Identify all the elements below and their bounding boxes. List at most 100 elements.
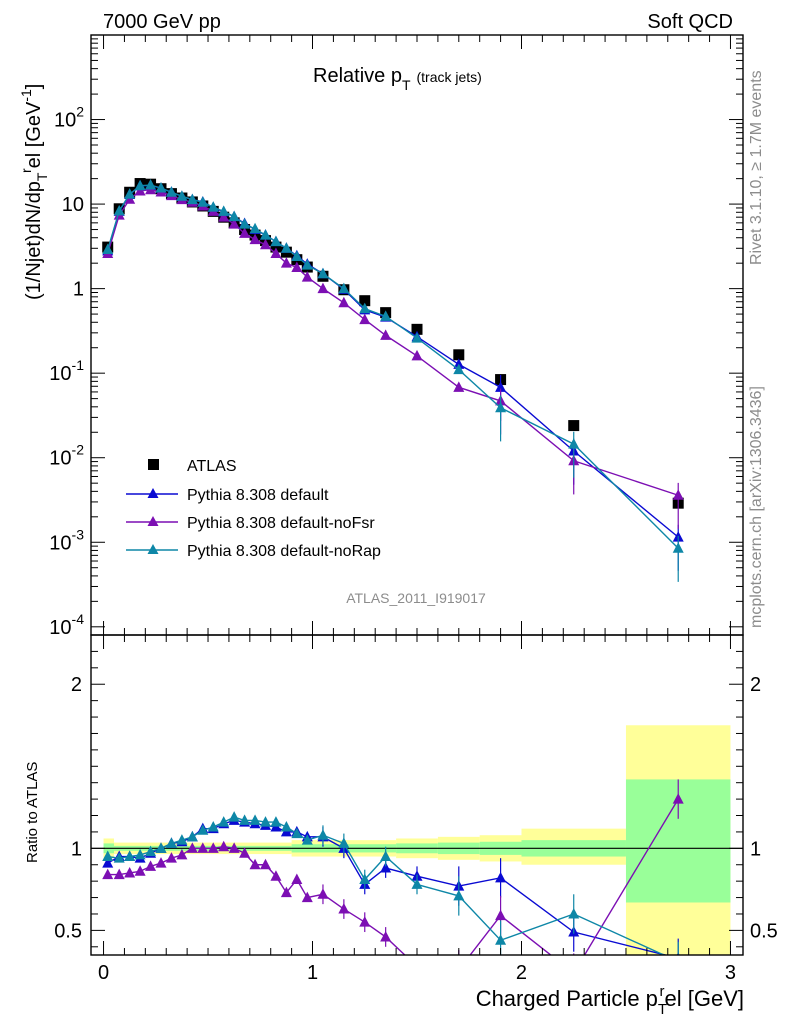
main-ytick-label-exp: 2 xyxy=(76,104,84,120)
main-ylabel-close: ] xyxy=(23,84,45,90)
noFsr-ratio-point-28 xyxy=(672,793,684,804)
noRap-point-2 xyxy=(124,188,136,199)
atlas-point-24 xyxy=(411,323,423,335)
main-ytick-label-base: 1 xyxy=(73,279,84,301)
noRap-ratio-point-21 xyxy=(338,837,350,848)
noRap-point-23 xyxy=(380,310,392,321)
noFsr-line xyxy=(107,188,679,496)
legend-entry-atlas: ATLAS xyxy=(148,458,237,475)
noRap-ratio-point-3 xyxy=(134,848,146,860)
noFsr-ratio-point-21 xyxy=(338,903,350,914)
noRap-point-6 xyxy=(165,186,177,197)
default-point-25 xyxy=(453,358,465,369)
main-ytick-label-exp: -1 xyxy=(72,357,85,373)
noFsr-ratio-point-24 xyxy=(412,960,423,971)
noFsr-ratio-point-4 xyxy=(145,860,157,871)
noRap-ratio-point-1 xyxy=(113,852,125,863)
noRap-point-21 xyxy=(338,282,350,294)
noRap-point-10 xyxy=(207,201,219,212)
xlabel-sub: T xyxy=(658,1001,667,1018)
main-ytick-label-3: 10-1 xyxy=(49,357,84,385)
noFsr-point-13 xyxy=(239,227,251,238)
side-label-top: Rivet 3.1.10, ≥ 1.7M events xyxy=(748,70,765,265)
noFsr-ratio-point-11 xyxy=(218,840,230,852)
default-point-26 xyxy=(495,381,507,392)
main-ylabel-main: (1/Njet)dN/dp xyxy=(23,181,45,300)
noRap-point-8 xyxy=(186,193,198,205)
noRap-ratio-point-10 xyxy=(207,821,219,832)
noRap-ratio-point-22 xyxy=(359,873,371,885)
ratio-ytick-label-right-0: 0.5 xyxy=(750,920,778,942)
atlas-point-16 xyxy=(270,241,282,253)
noFsr-point-24 xyxy=(411,349,423,361)
noFsr-ratio-point-13 xyxy=(239,847,251,858)
noFsr-ratio-point-19 xyxy=(301,891,313,903)
noRap-ratio-point-2 xyxy=(124,850,136,862)
noFsr-ratio-point-22 xyxy=(359,916,371,927)
noFsr-ratio-point-3 xyxy=(134,865,146,876)
noFsr-ratio-point-25 xyxy=(453,964,464,975)
plot-title-extra: (track jets) xyxy=(417,69,482,85)
noRap-ratio-point-9 xyxy=(197,824,209,835)
noRap-point-25 xyxy=(453,363,465,375)
legend-entry-nofsr: Pythia 8.308 default-noFsr xyxy=(126,515,375,532)
noRap-point-12 xyxy=(228,210,240,222)
noFsr-point-17 xyxy=(280,257,292,268)
noRap-point-14 xyxy=(249,222,261,234)
xtick-label-3: 3 xyxy=(725,962,736,984)
noFsr-point-21 xyxy=(338,296,350,308)
noFsr-ratio-point-8 xyxy=(186,842,198,853)
noFsr-point-28 xyxy=(672,489,684,500)
noFsr-ratio-point-18 xyxy=(291,873,303,885)
noFsr-point-12 xyxy=(228,218,240,229)
noRap-point-0 xyxy=(102,243,114,255)
xlabel-sup: r xyxy=(660,983,665,1000)
main-ytick-label-5: 10 xyxy=(62,194,84,216)
noFsr-point-25 xyxy=(453,381,465,392)
noRap-ratio-point-0 xyxy=(102,850,114,862)
noFsr-ratio-point-10 xyxy=(207,842,219,853)
noRap-point-26 xyxy=(495,401,507,413)
noFsr-point-19 xyxy=(301,271,313,282)
noRap-point-3 xyxy=(134,179,146,191)
plot-title: Relative pT (track jets) xyxy=(313,65,482,93)
noFsr-ratio-point-7 xyxy=(176,848,188,860)
main-ytick-label-exp: -2 xyxy=(72,442,85,458)
legend-marker-nofsr xyxy=(147,516,159,526)
main-ytick-label-base: 10 xyxy=(49,363,71,385)
noFsr-ratio-line xyxy=(107,798,679,955)
main-ylabel-unit-sup: -1 xyxy=(18,89,34,102)
noFsr-ratio-point-12 xyxy=(228,842,240,853)
main-ylabel-tail: el [GeV xyxy=(23,101,45,168)
noRap-point-16 xyxy=(270,235,282,247)
noFsr-ratio-point-15 xyxy=(259,858,271,870)
noFsr-point-3 xyxy=(134,184,146,196)
noRap-ratio-point-6 xyxy=(165,837,177,848)
noRap-point-28 xyxy=(672,542,684,553)
ratio-ytick-label-left-1: 1 xyxy=(71,838,82,860)
noRap-point-5 xyxy=(155,181,167,193)
xlabel-tail: el [GeV] xyxy=(665,986,744,1011)
ratio-ytick-label-right-2: 2 xyxy=(750,674,761,696)
noRap-point-22 xyxy=(359,302,371,314)
main-ytick-label-base: 10 xyxy=(49,448,71,470)
legend-label-atlas: ATLAS xyxy=(187,458,237,475)
ratio-ytick-label-left-0: 0.5 xyxy=(54,920,82,942)
header-right: Soft QCD xyxy=(647,11,733,33)
noFsr-ratio-point-2 xyxy=(124,866,136,878)
legend-marker-norap xyxy=(147,544,159,554)
noRap-ratio-point-18 xyxy=(291,827,303,839)
main-ylabel: (1/Njet)dN/dpTrel [GeV-1] xyxy=(18,84,50,300)
noRap-ratio-point-16 xyxy=(270,816,282,827)
ratio-ytick-label-left-2: 2 xyxy=(71,674,82,696)
legend-label-default: Pythia 8.308 default xyxy=(187,487,329,504)
noFsr-point-14 xyxy=(249,233,261,245)
noFsr-ratio-point-0 xyxy=(102,868,114,880)
noFsr-ratio-point-27 xyxy=(568,967,579,978)
noFsr-ratio-point-9 xyxy=(197,842,209,853)
noRap-ratio-point-27 xyxy=(568,907,580,919)
plot-title-sub: T xyxy=(402,77,411,93)
noRap-point-17 xyxy=(280,242,292,253)
noRap-ratio-point-17 xyxy=(280,821,292,832)
